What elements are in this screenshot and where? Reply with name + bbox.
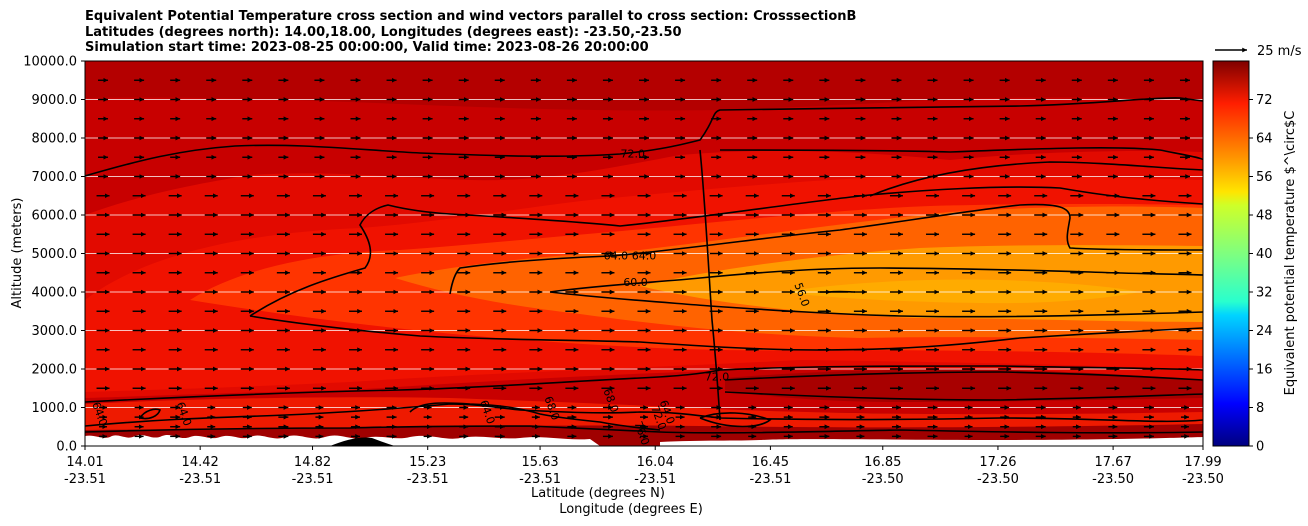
y-axis-label: Altitude (meters) <box>10 198 25 309</box>
wind-vectors <box>96 77 1192 439</box>
y-tick-label: 9000.0 <box>32 93 78 108</box>
terrain <box>85 434 600 446</box>
x-axis-label-lon: Longitude (degrees E) <box>559 502 703 517</box>
contour-label: 72.0 <box>621 147 646 160</box>
y-tick-label: 10000.0 <box>23 55 77 70</box>
contour-bubble-2 <box>409 402 661 431</box>
contour-64-west <box>449 203 1203 295</box>
colorbar-tick-label: 24 <box>1256 324 1273 339</box>
y-tick-label: 3000.0 <box>32 324 78 339</box>
quiver-key-label: 25 m/s <box>1257 44 1302 59</box>
colorbar-ticks: 0 8 16 24 32 40 48 56 64 72 <box>1249 93 1273 455</box>
contour-low-a <box>85 365 1203 403</box>
x-tick-label-lon: -23.50 <box>1092 472 1134 487</box>
band-low-76 <box>725 369 1203 402</box>
contour-lines <box>85 97 1203 434</box>
colorbar-tick-label: 72 <box>1256 93 1273 108</box>
x-tick-label-lat: 15.23 <box>409 455 446 470</box>
x-tick-label-lon: -23.51 <box>519 472 561 487</box>
x-tick-label-lon: -23.50 <box>1182 472 1224 487</box>
y-axis: 0.0 1000.0 2000.0 3000.0 4000.0 5000.0 6000.0 7… <box>23 55 85 455</box>
x-tick-label-lat: 16.85 <box>864 455 901 470</box>
contour-surface-a <box>85 403 1203 427</box>
colorbar-tick-label: 64 <box>1256 132 1273 147</box>
x-tick-label-lat: 17.99 <box>1184 455 1221 470</box>
band-upper-76 <box>85 61 1203 111</box>
contour-label: 64.0 <box>604 249 629 262</box>
terrain-peak <box>330 437 395 446</box>
band-52 <box>780 279 1140 304</box>
x-tick-label-lat: 16.04 <box>637 455 674 470</box>
title-line-2: Latitudes (degrees north): 14.00,18.00, … <box>85 24 682 40</box>
colorbar-tick-label: 0 <box>1256 440 1264 455</box>
y-tick-label: 1000.0 <box>32 401 78 416</box>
x-tick-label-lon: -23.51 <box>64 472 106 487</box>
x-tick-label-lon: -23.51 <box>179 472 221 487</box>
colorbar: 0 8 16 24 32 40 48 56 64 72 Equivalent potential … <box>1212 60 1298 455</box>
quiver-key: 25 m/s <box>1215 44 1302 59</box>
contour-72-mid <box>719 147 1203 161</box>
chart-title: Equivalent Potential Temperature cross s… <box>85 9 856 56</box>
x-tick-label-lon: -23.51 <box>749 472 791 487</box>
x-axis-label-lat: Latitude (degrees N) <box>531 486 665 501</box>
terrain-east <box>660 437 1203 446</box>
x-tick-label-lon: -23.51 <box>407 472 449 487</box>
x-tick-label-lat: 16.45 <box>752 455 789 470</box>
x-tick-label-lat: 15.63 <box>521 455 558 470</box>
contour-64-a <box>249 186 1203 317</box>
contour-64-b <box>869 161 1203 197</box>
y-tick-label: 2000.0 <box>32 363 78 378</box>
x-tick-label-lat: 14.82 <box>294 455 331 470</box>
y-tick-label: 5000.0 <box>32 247 78 262</box>
contour-label: 60.0 <box>623 276 648 289</box>
contour-bubble-1 <box>139 408 161 420</box>
colorbar-tick-label: 8 <box>1256 401 1264 416</box>
y-tick-label: 4000.0 <box>32 286 78 301</box>
title-line-3: Simulation start time: 2023-08-25 00:00:… <box>85 40 649 55</box>
contour-label: 64.0 <box>632 249 657 262</box>
x-tick-label-lat: 14.42 <box>182 455 219 470</box>
colorbar-tick-label: 48 <box>1256 209 1273 224</box>
x-tick-label-lon: -23.50 <box>977 472 1019 487</box>
contour-64-c <box>249 315 1203 351</box>
colorbar-tick-label: 40 <box>1256 247 1273 262</box>
title-line-1: Equivalent Potential Temperature cross s… <box>85 9 857 24</box>
colorbar-ramp <box>1212 60 1250 447</box>
y-tick-label: 6000.0 <box>32 209 78 224</box>
contour-low-b <box>724 371 1203 401</box>
colorbar-tick-label: 56 <box>1256 170 1273 185</box>
colorbar-label: Equivalent potential temperature $^\circ… <box>1283 111 1298 396</box>
y-tick-label: 0.0 <box>56 440 77 455</box>
contour-72-upper <box>85 97 1203 177</box>
x-tick-label-lon: -23.51 <box>634 472 676 487</box>
x-tick-label-lat: 17.26 <box>979 455 1016 470</box>
x-tick-label-lat: 17.67 <box>1095 455 1132 470</box>
y-tick-label: 7000.0 <box>32 170 78 185</box>
colorbar-tick-label: 32 <box>1256 286 1273 301</box>
contour-label: 72.0 <box>705 371 730 384</box>
x-tick-label-lon: -23.51 <box>292 472 334 487</box>
colorbar-tick-label: 16 <box>1256 363 1273 378</box>
band-surface-72 <box>85 397 1203 430</box>
contour-surface-b <box>85 425 1203 434</box>
y-tick-label: 8000.0 <box>32 132 78 147</box>
x-tick-label-lon: -23.50 <box>862 472 904 487</box>
x-axis: 14.01 -23.51 14.42 -23.51 14.82 -23.51 15.23 -2… <box>64 446 1224 487</box>
x-tick-label-lat: 14.01 <box>66 455 103 470</box>
